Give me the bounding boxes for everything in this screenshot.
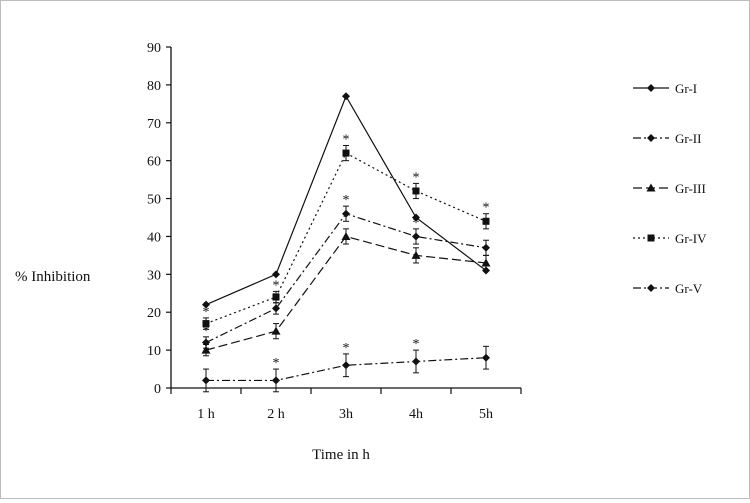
x-tick-label: 3h — [339, 407, 353, 422]
y-tick-label: 30 — [147, 268, 161, 283]
y-tick-label: 50 — [147, 193, 161, 208]
y-tick-label: 20 — [147, 306, 161, 321]
series-gr-i — [202, 92, 490, 309]
y-tick-label: 70 — [147, 117, 161, 132]
x-axis-title: Time in h — [312, 447, 370, 463]
x-tick-label: 5h — [479, 407, 493, 422]
x-tick-label: 2 h — [267, 407, 285, 422]
data-point — [201, 345, 211, 354]
y-tick-label: 60 — [147, 155, 161, 170]
data-point — [202, 376, 210, 385]
data-point — [272, 304, 280, 313]
data-point — [271, 326, 281, 335]
data-point — [272, 293, 280, 301]
series-gr-iv: * * * * * — [202, 133, 490, 330]
legend-label: Gr-I — [675, 81, 697, 96]
legend-label: Gr-II — [675, 131, 701, 146]
y-tick-label: 90 — [147, 41, 161, 56]
data-point — [202, 300, 210, 309]
significance-marker: * — [203, 305, 210, 320]
significance-marker: * — [273, 356, 280, 371]
legend-item: Gr-II — [633, 131, 701, 146]
significance-marker: * — [413, 216, 420, 231]
significance-marker: * — [343, 193, 350, 208]
legend-item: Gr-I — [633, 81, 697, 96]
significance-marker: * — [273, 278, 280, 293]
series-line — [205, 235, 487, 351]
legend-item: Gr-III — [633, 181, 706, 196]
legend-label: Gr-IV — [675, 231, 707, 246]
series-layer: ************ — [201, 92, 491, 393]
legend-item: Gr-IV — [633, 231, 707, 246]
x-tick-label: 1 h — [197, 407, 215, 422]
legend-marker — [647, 84, 655, 92]
data-point — [412, 187, 420, 195]
significance-marker: * — [343, 341, 350, 356]
significance-marker: * — [203, 324, 210, 339]
legend-marker — [647, 134, 655, 142]
legend-label: Gr-V — [675, 281, 703, 296]
data-point — [412, 357, 420, 366]
data-point — [412, 213, 420, 222]
significance-marker: * — [413, 170, 420, 185]
series-line — [206, 357, 487, 382]
data-point — [481, 258, 491, 267]
legend-marker — [646, 183, 656, 192]
significance-marker: * — [483, 201, 490, 216]
legend-label: Gr-III — [675, 181, 706, 196]
x-tick-label: 4h — [409, 407, 423, 422]
data-point — [341, 231, 351, 240]
legend-marker — [647, 234, 655, 242]
data-point — [272, 270, 280, 279]
data-point — [202, 320, 210, 328]
data-point — [342, 361, 350, 370]
series-gr-ii: * * * * — [202, 193, 490, 349]
data-point — [482, 217, 490, 225]
data-point — [272, 376, 280, 385]
series-gr-v: * * * — [202, 337, 490, 393]
data-point — [342, 209, 350, 218]
data-point — [482, 353, 490, 362]
data-point — [411, 250, 421, 259]
y-tick-label: 0 — [154, 382, 161, 397]
y-tick-label: 10 — [147, 344, 161, 359]
significance-marker: * — [413, 337, 420, 352]
series-gr-iii — [201, 228, 491, 357]
data-point — [412, 232, 420, 241]
y-tick-label: 80 — [147, 79, 161, 94]
data-point — [342, 92, 350, 101]
significance-marker: * — [343, 133, 350, 148]
y-tick-label: 40 — [147, 230, 161, 245]
data-point — [482, 243, 490, 252]
legend-item: Gr-V — [633, 281, 703, 296]
axes: 0 10 20 30 40 50 60 70 80 90 1 h 2 h 3h 4h 5h — [147, 41, 522, 422]
y-axis-title: % Inhibition — [15, 269, 91, 285]
legend: Gr-I Gr-II Gr-III Gr-IV Gr-V — [633, 81, 707, 296]
legend-marker — [647, 284, 655, 292]
data-point — [342, 149, 350, 157]
